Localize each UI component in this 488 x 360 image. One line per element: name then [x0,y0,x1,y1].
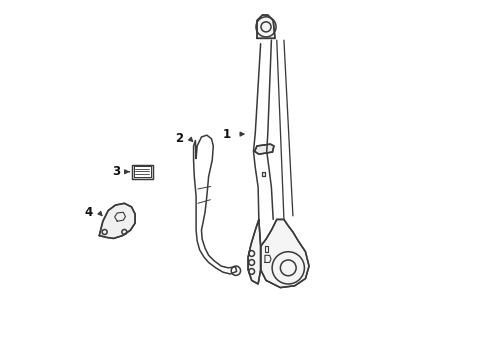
Polygon shape [134,166,150,177]
Polygon shape [99,203,135,238]
Polygon shape [247,220,260,284]
Polygon shape [132,165,152,179]
Text: 3: 3 [112,165,120,178]
Polygon shape [257,15,274,39]
Text: 4: 4 [85,207,93,220]
Polygon shape [254,144,273,154]
Polygon shape [261,172,264,176]
Text: 1: 1 [223,127,230,141]
Polygon shape [260,220,308,288]
Text: 2: 2 [175,132,183,145]
